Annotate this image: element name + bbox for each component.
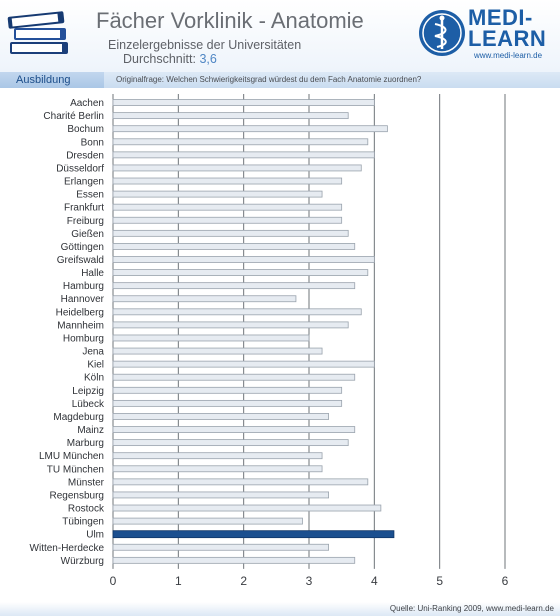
category-label: Halle bbox=[81, 268, 104, 279]
logo-wordmark: MEDI- LEARN bbox=[468, 5, 547, 51]
category-label: Tübingen bbox=[62, 517, 104, 528]
category-label: LMU München bbox=[39, 451, 104, 462]
caduceus-logo-icon bbox=[419, 10, 465, 56]
category-label: Heidelberg bbox=[56, 307, 104, 318]
bar bbox=[112, 269, 369, 276]
category-label: Freiburg bbox=[67, 216, 104, 227]
bar bbox=[112, 229, 349, 237]
category-label: Mannheim bbox=[57, 320, 104, 331]
page-title: Fächer Vorklinik - Anatomie bbox=[96, 8, 364, 33]
bar bbox=[112, 203, 343, 211]
category-label: Münster bbox=[68, 477, 105, 488]
logo-url: www.medi-learn.de bbox=[474, 51, 543, 60]
category-label: Marburg bbox=[67, 438, 104, 449]
category-label: Kiel bbox=[87, 360, 104, 371]
bar bbox=[112, 452, 323, 460]
category-label: Magdeburg bbox=[53, 412, 104, 423]
subtitle: Einzelergebnisse der Universitäten bbox=[108, 38, 302, 52]
bar bbox=[112, 190, 323, 198]
x-tick-label: 4 bbox=[371, 574, 378, 588]
category-label: Jena bbox=[82, 347, 104, 358]
bar bbox=[112, 164, 362, 172]
x-tick-label: 1 bbox=[175, 574, 182, 588]
bar bbox=[112, 216, 343, 224]
category-label: Leipzig bbox=[72, 386, 104, 397]
bar bbox=[112, 177, 343, 185]
bar bbox=[112, 517, 303, 525]
header bbox=[0, 0, 560, 72]
logo-line1: MEDI- bbox=[468, 5, 533, 30]
category-label: Dresden bbox=[66, 150, 104, 161]
footer-bar bbox=[0, 602, 560, 616]
x-tick-label: 3 bbox=[306, 574, 313, 588]
bar bbox=[112, 347, 323, 355]
bar bbox=[112, 151, 375, 159]
bar bbox=[112, 99, 375, 106]
bar bbox=[112, 321, 349, 329]
category-label: Düsseldorf bbox=[56, 163, 104, 174]
bar bbox=[112, 491, 330, 499]
bar bbox=[112, 295, 297, 303]
bar bbox=[112, 478, 369, 486]
bar bbox=[112, 399, 343, 407]
logo-line2: LEARN bbox=[468, 26, 547, 51]
bar bbox=[112, 439, 349, 447]
category-label: Hannover bbox=[61, 294, 105, 305]
category-label: Frankfurt bbox=[64, 203, 104, 214]
bar bbox=[112, 308, 362, 316]
category-label: Würzburg bbox=[61, 556, 104, 567]
category-label: Rostock bbox=[68, 504, 105, 515]
x-tick-label: 6 bbox=[502, 574, 509, 588]
category-label: Witten-Herdecke bbox=[30, 543, 105, 554]
chart: 0 1 2 3 4 5 6 Aachen Charité Berlin Bochum Bonn Dre… bbox=[30, 94, 509, 588]
bar bbox=[112, 465, 323, 473]
question-text: Originalfrage: Welchen Schwierigkeitsgra… bbox=[116, 75, 422, 84]
section-label: Ausbildung bbox=[16, 74, 71, 86]
average-line: Durchschnitt: 3,6 bbox=[123, 52, 217, 66]
x-tick-label: 0 bbox=[110, 574, 117, 588]
bar bbox=[112, 256, 375, 263]
category-label: Aachen bbox=[70, 98, 104, 109]
bar bbox=[112, 334, 310, 342]
bar bbox=[112, 282, 356, 290]
category-label: Hamburg bbox=[63, 281, 104, 292]
bar bbox=[112, 413, 330, 420]
category-label: TU München bbox=[47, 464, 104, 475]
bar bbox=[112, 556, 356, 564]
x-tick-label: 5 bbox=[436, 574, 443, 588]
category-label: Bochum bbox=[67, 124, 104, 135]
category-label: Göttingen bbox=[61, 242, 104, 253]
bar bbox=[112, 426, 356, 433]
category-label: Lübeck bbox=[72, 399, 105, 410]
category-label: Regensburg bbox=[50, 490, 104, 501]
bar bbox=[112, 386, 343, 394]
bar bbox=[112, 360, 375, 368]
average-value: 3,6 bbox=[199, 52, 217, 66]
bar bbox=[112, 530, 395, 539]
category-label: Homburg bbox=[63, 333, 104, 344]
category-label: Mainz bbox=[77, 425, 104, 436]
books-icon bbox=[7, 11, 68, 54]
bar bbox=[112, 504, 382, 512]
bar bbox=[112, 112, 349, 120]
bar bbox=[112, 543, 330, 551]
bar bbox=[112, 373, 356, 381]
average-label: Durchschnitt: bbox=[123, 52, 196, 66]
bar bbox=[112, 243, 356, 250]
section-tab bbox=[0, 72, 104, 88]
category-label: Bonn bbox=[81, 137, 104, 148]
category-label: Gießen bbox=[71, 229, 104, 240]
category-label: Greifswald bbox=[57, 255, 104, 266]
bar bbox=[112, 125, 388, 133]
category-label: Ulm bbox=[86, 530, 104, 541]
bar bbox=[112, 138, 369, 146]
category-label: Charité Berlin bbox=[43, 111, 104, 122]
x-tick-label: 2 bbox=[240, 574, 247, 588]
category-label: Erlangen bbox=[64, 177, 104, 188]
category-label: Essen bbox=[76, 190, 104, 201]
category-label: Köln bbox=[84, 373, 104, 384]
info-band bbox=[0, 72, 560, 88]
source-note: Quelle: Uni-Ranking 2009, www.medi-learn… bbox=[389, 604, 554, 613]
